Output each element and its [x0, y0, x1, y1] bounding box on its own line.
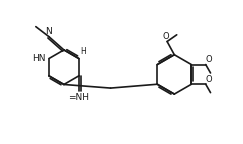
Text: N: N [45, 27, 52, 36]
Text: O: O [206, 55, 212, 64]
Text: =NH: =NH [68, 93, 89, 102]
Text: O: O [163, 32, 169, 41]
Text: O: O [206, 75, 212, 84]
Text: H: H [80, 47, 86, 56]
Text: HN: HN [33, 54, 46, 63]
